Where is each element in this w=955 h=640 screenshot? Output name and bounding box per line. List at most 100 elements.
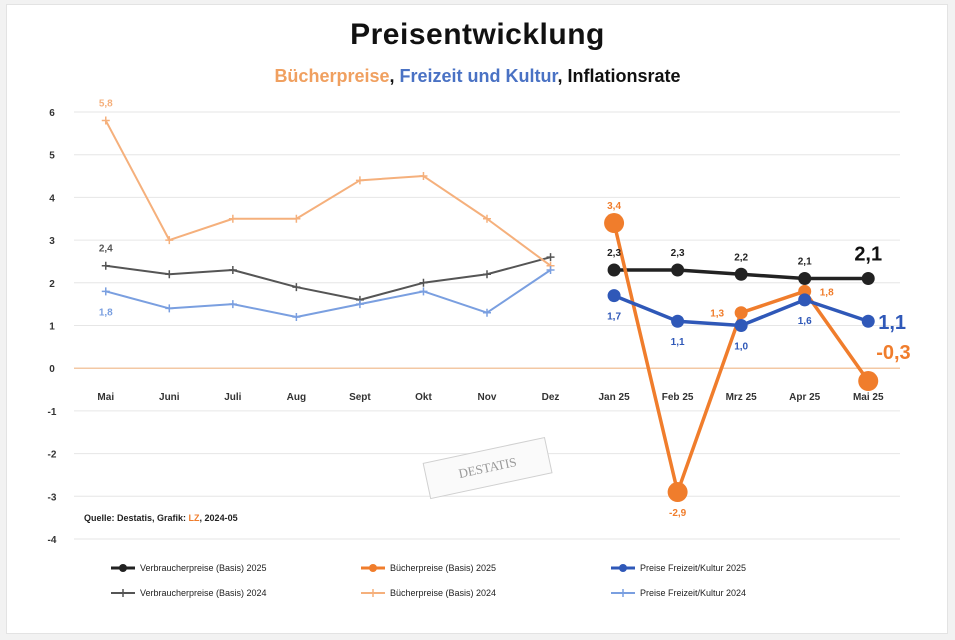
x-tick-label: Juni — [159, 392, 180, 403]
data-point — [861, 272, 875, 286]
legend-item: Verbraucherpreise (Basis) 2025 — [110, 562, 267, 574]
y-tick-label: 4 — [49, 193, 55, 204]
source-note: Quelle: Destatis, Grafik: LZ, 2024-05 — [84, 513, 238, 523]
legend-label: Verbraucherpreise (Basis) 2025 — [140, 563, 267, 573]
data-point — [734, 319, 748, 332]
data-point — [671, 314, 685, 328]
data-point — [228, 214, 237, 223]
data-point — [607, 263, 621, 277]
data-label: 1,8 — [820, 287, 834, 298]
watermark-frame — [422, 436, 553, 500]
data-point — [734, 306, 748, 320]
data-point — [419, 287, 428, 296]
data-point — [861, 314, 875, 328]
x-tick-label: Jan 25 — [599, 392, 631, 403]
data-point — [419, 172, 428, 181]
x-tick-label: Okt — [415, 392, 432, 403]
x-tick-label: Sept — [349, 392, 371, 403]
chart-card — [6, 4, 948, 634]
watermark: DESTATIS — [422, 436, 553, 500]
data-label: -2,9 — [669, 508, 687, 519]
legend-swatch — [361, 564, 385, 572]
legend-swatch — [611, 589, 635, 597]
chart-legend: Verbraucherpreise (Basis) 2025 Bücherprei… — [110, 562, 870, 612]
data-point — [483, 214, 491, 223]
x-tick-label: Mai 25 — [853, 392, 884, 403]
data-label: 1,8 — [99, 307, 113, 318]
y-tick-label: 6 — [49, 108, 55, 119]
source-prefix: Quelle: Destatis, Grafik: — [84, 513, 189, 523]
legend-item: Preise Freizeit/Kultur 2024 — [610, 587, 746, 599]
data-label: 5,8 — [99, 99, 113, 110]
data-point — [604, 213, 625, 234]
x-tick-label: Nov — [478, 392, 497, 403]
source-highlight: LZ — [188, 513, 200, 523]
y-tick-label: -2 — [48, 450, 57, 461]
data-point — [734, 267, 748, 281]
data-label: 3,4 — [607, 201, 621, 212]
data-point — [483, 308, 491, 317]
data-label: 2,2 — [734, 252, 748, 263]
x-tick-label: Apr 25 — [789, 392, 821, 403]
data-point — [858, 371, 879, 392]
y-tick-label: -1 — [48, 407, 57, 418]
data-point — [165, 304, 174, 313]
data-label: 2,1 — [798, 257, 812, 268]
subtitle-part-sep1: , — [389, 66, 400, 86]
y-tick-label: 5 — [49, 151, 55, 162]
legend-swatch — [361, 589, 385, 597]
data-label: 2,1 — [854, 244, 882, 266]
series-line — [104, 120, 552, 267]
data-label: -0,3 — [876, 342, 910, 364]
subtitle-part-inflation: , Inflationsrate — [557, 66, 681, 86]
y-tick-label: 1 — [49, 322, 55, 333]
y-tick-label: -4 — [48, 535, 57, 546]
x-tick-label: Mrz 25 — [726, 392, 758, 403]
data-point — [546, 253, 555, 262]
data-point — [101, 261, 110, 270]
legend-label: Bücherpreise (Basis) 2025 — [390, 563, 497, 573]
legend-label: Preise Freizeit/Kultur 2025 — [640, 563, 747, 573]
data-point — [165, 236, 174, 245]
legend-item: Bücherpreise (Basis) 2025 — [360, 562, 496, 574]
series-line — [105, 256, 551, 301]
x-tick-label: Dez — [542, 392, 560, 403]
data-point — [228, 265, 237, 274]
data-label: 2,3 — [671, 248, 685, 259]
data-point — [798, 272, 812, 286]
data-point — [546, 265, 555, 274]
data-point — [355, 300, 364, 309]
x-tick-label: Juli — [224, 392, 241, 403]
data-label: 1,1 — [878, 312, 906, 334]
chart-title: Preisentwicklung — [350, 18, 605, 51]
data-label: 1,0 — [734, 342, 748, 353]
y-tick-label: -3 — [48, 492, 57, 503]
data-point — [292, 283, 301, 292]
subtitle-part-leisure: Freizeit und Kultur — [399, 66, 558, 86]
legend-swatch — [611, 564, 635, 572]
data-label: 1,6 — [798, 316, 812, 327]
data-label: 1,1 — [671, 337, 685, 348]
data-point — [671, 263, 685, 277]
legend-swatch — [111, 589, 135, 597]
data-point — [667, 482, 688, 503]
data-point — [228, 300, 237, 309]
legend-item: Bücherpreise (Basis) 2024 — [360, 587, 496, 599]
data-point — [292, 214, 301, 223]
data-point — [483, 270, 491, 279]
data-point — [798, 293, 812, 307]
data-point — [607, 289, 621, 303]
y-tick-label: 0 — [49, 364, 55, 375]
legend-item: Verbraucherpreise (Basis) 2024 — [110, 587, 267, 599]
data-point — [419, 278, 428, 287]
data-point — [101, 116, 110, 125]
series-line — [612, 222, 870, 494]
data-label: 1,3 — [710, 309, 724, 320]
x-tick-label: Aug — [287, 392, 306, 403]
data-point — [292, 312, 301, 321]
data-label: 2,4 — [99, 244, 113, 255]
legend-swatch — [111, 564, 135, 572]
legend-item: Preise Freizeit/Kultur 2025 — [610, 562, 746, 574]
legend-label: Preise Freizeit/Kultur 2024 — [640, 588, 747, 598]
